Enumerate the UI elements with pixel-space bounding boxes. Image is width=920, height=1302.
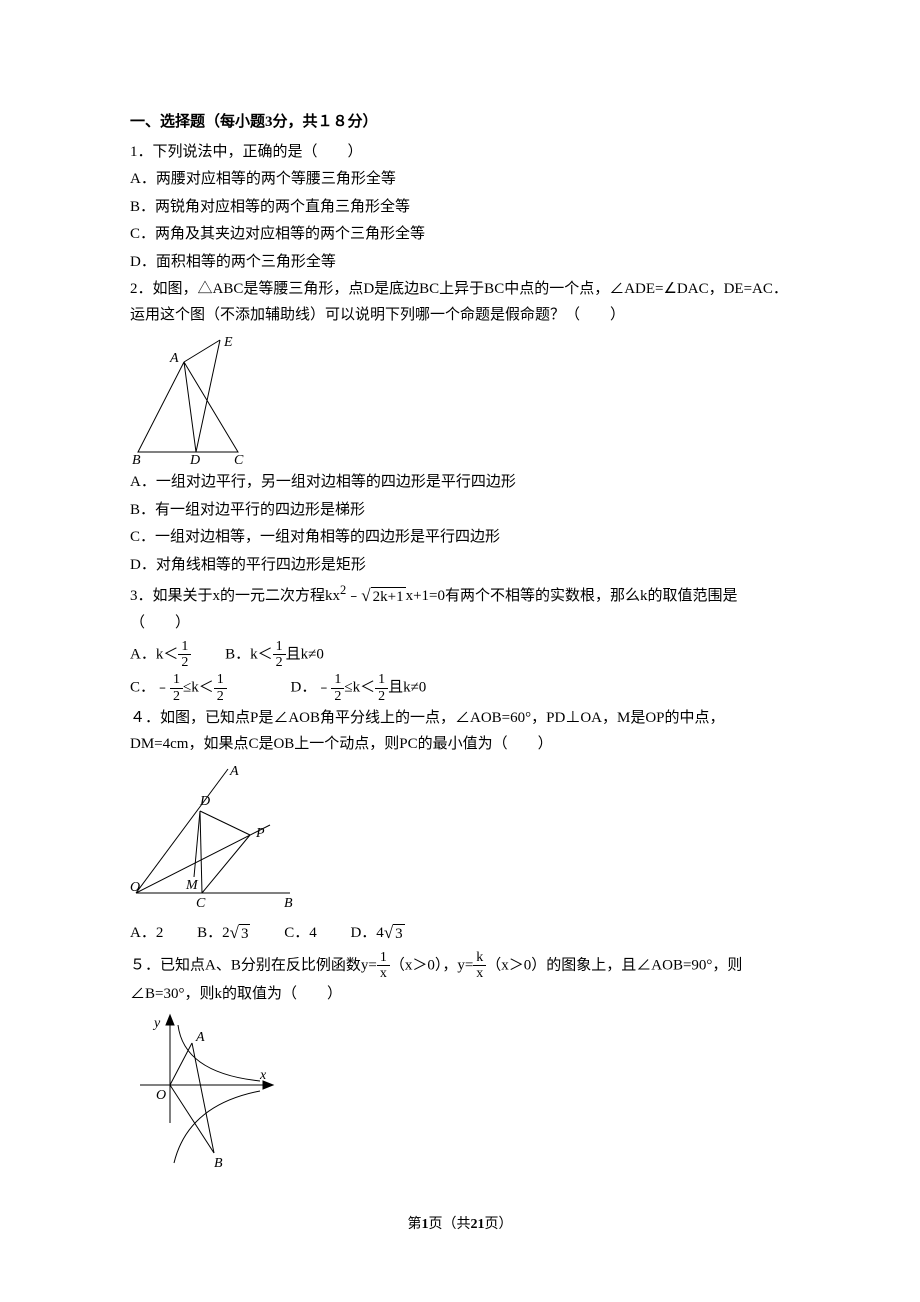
frac-num: 1 bbox=[214, 672, 227, 688]
label-B: B bbox=[214, 1156, 223, 1171]
q1-opt-c: C．两角及其夹边对应相等的两个三角形全等 bbox=[130, 222, 790, 248]
q4-d-pre: D．4 bbox=[350, 925, 383, 941]
label-A: A bbox=[195, 1030, 205, 1045]
q3-c-mid: ≤k＜ bbox=[183, 680, 214, 696]
footer-c: 页（共 bbox=[429, 1217, 471, 1232]
q2-opt-d: D．对角线相等的平行四边形是矩形 bbox=[130, 553, 790, 579]
label-A: A bbox=[169, 351, 179, 366]
frac-den: 2 bbox=[331, 689, 344, 704]
q3-stem-a: 3．如果关于x的一元二次方程kx bbox=[130, 588, 340, 604]
q5-stem-a: ５．已知点A、B分别在反比例函数y= bbox=[130, 957, 377, 973]
q2-stem: 2．如图，△ABC是等腰三角形，点D是底边BC上异于BC中点的一个点，∠ADE=… bbox=[130, 277, 790, 328]
label-D: D bbox=[199, 794, 210, 809]
frac-den: 2 bbox=[178, 655, 191, 670]
q4-stem: ４．如图，已知点P是∠AOB角平分线上的一点，∠AOB=60°，PD⊥OA，M是… bbox=[130, 706, 790, 757]
label-x: x bbox=[259, 1068, 267, 1083]
q1-opt-d: D．面积相等的两个三角形全等 bbox=[130, 250, 790, 276]
label-M: M bbox=[185, 878, 199, 893]
frac-num: 1 bbox=[377, 950, 390, 966]
sqrt-icon: √ bbox=[361, 582, 370, 611]
q5-stem: ５．已知点A、B分别在反比例函数y=1x（x＞0），y=kx（x＞0）的图象上，… bbox=[130, 950, 790, 1007]
q2-figure: A B C D E bbox=[130, 334, 790, 464]
q3-c-pre: C．﹣ bbox=[130, 680, 170, 696]
q4-options: A．2 B．2√3 C．4 D．4√3 bbox=[130, 919, 790, 948]
q3-stem: 3．如果关于x的一元二次方程kx2﹣√2k+1x+1=0有两个不相等的实数根，那… bbox=[130, 580, 790, 637]
q4-opt-a: A．2 bbox=[130, 921, 163, 947]
frac-den: 2 bbox=[375, 689, 388, 704]
q1-opt-b: B．两锐角对应相等的两个直角三角形全等 bbox=[130, 195, 790, 221]
sqrt-icon: √ bbox=[384, 919, 393, 948]
frac-num: 1 bbox=[375, 672, 388, 688]
frac-den: 2 bbox=[273, 655, 286, 670]
q4-figure: O A B P D M C bbox=[130, 763, 790, 913]
q1-opt-a: A．两腰对应相等的两个等腰三角形全等 bbox=[130, 167, 790, 193]
label-A: A bbox=[229, 764, 239, 779]
frac-num: 1 bbox=[170, 672, 183, 688]
q5-figure: y x O A B bbox=[130, 1013, 790, 1173]
frac-den: 2 bbox=[170, 689, 183, 704]
frac-den: x bbox=[473, 966, 486, 981]
q1-stem: 1．下列说法中，正确的是（ ） bbox=[130, 140, 790, 166]
label-C: C bbox=[196, 896, 206, 911]
footer-e: 页） bbox=[485, 1217, 513, 1232]
q3-opt-line1: A．k＜12 B．k＜12且k≠0 bbox=[130, 639, 790, 671]
section-title: 一、选择题（每小题3分，共１８分） bbox=[130, 110, 790, 136]
q2-opt-b: B．有一组对边平行的四边形是梯形 bbox=[130, 498, 790, 524]
q2-opt-c: C．一组对边相等，一组对角相等的四边形是平行四边形 bbox=[130, 525, 790, 551]
q3-stem-b: ﹣ bbox=[346, 588, 361, 604]
frac-num: 1 bbox=[273, 639, 286, 655]
label-B: B bbox=[132, 453, 141, 464]
label-E: E bbox=[223, 335, 233, 350]
q3-opt-line2: C．﹣12≤k＜12 D．﹣12≤k＜12且k≠0 bbox=[130, 672, 790, 704]
q3-d-mid: ≤k＜ bbox=[344, 680, 375, 696]
label-P: P bbox=[255, 826, 265, 841]
footer-d: 21 bbox=[471, 1217, 485, 1232]
label-O: O bbox=[156, 1088, 166, 1103]
frac-num: 1 bbox=[331, 672, 344, 688]
frac-den: 2 bbox=[214, 689, 227, 704]
footer-b: 1 bbox=[422, 1217, 429, 1232]
q3-rad: 2k+1 bbox=[371, 587, 406, 606]
page-footer: 第1页（共21页） bbox=[130, 1213, 790, 1237]
q3-a-pre: A．k＜ bbox=[130, 646, 178, 662]
q3-b-suf: 且k≠0 bbox=[286, 646, 324, 662]
footer-a: 第 bbox=[408, 1217, 422, 1232]
frac-num: k bbox=[473, 950, 486, 966]
q4-b-rad: 3 bbox=[239, 924, 251, 943]
sqrt-icon: √ bbox=[230, 919, 239, 948]
label-B: B bbox=[284, 896, 293, 911]
frac-num: 1 bbox=[178, 639, 191, 655]
q3-d-suf: 且k≠0 bbox=[388, 680, 426, 696]
q4-d-rad: 3 bbox=[393, 924, 405, 943]
q2-opt-a: A．一组对边平行，另一组对边相等的四边形是平行四边形 bbox=[130, 470, 790, 496]
q5-stem-b: （x＞0），y= bbox=[390, 957, 473, 973]
q4-opt-c: C．4 bbox=[284, 921, 317, 947]
q3-b-pre: B．k＜ bbox=[225, 646, 273, 662]
q4-b-pre: B．2 bbox=[197, 925, 230, 941]
label-D: D bbox=[189, 453, 200, 464]
label-O: O bbox=[130, 880, 140, 895]
frac-den: x bbox=[377, 966, 390, 981]
label-y: y bbox=[152, 1016, 161, 1031]
label-C: C bbox=[234, 453, 244, 464]
q3-d-pre: D．﹣ bbox=[291, 680, 332, 696]
